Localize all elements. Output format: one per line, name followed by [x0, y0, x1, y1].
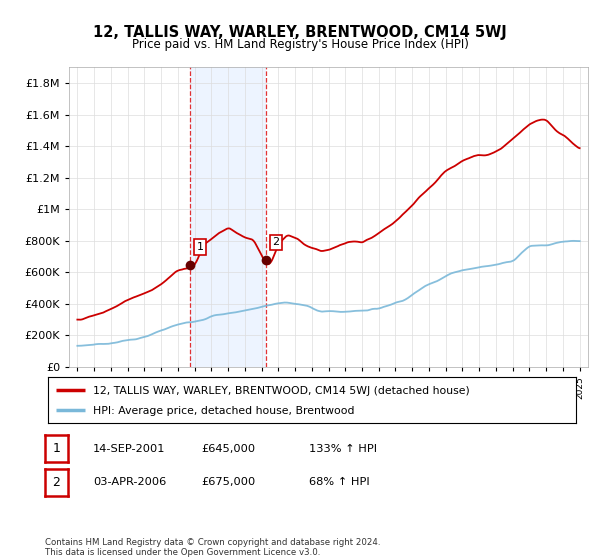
Text: £675,000: £675,000 — [201, 477, 255, 487]
Text: HPI: Average price, detached house, Brentwood: HPI: Average price, detached house, Bren… — [93, 406, 355, 416]
Text: £645,000: £645,000 — [201, 444, 255, 454]
Text: Contains HM Land Registry data © Crown copyright and database right 2024.
This d: Contains HM Land Registry data © Crown c… — [45, 538, 380, 557]
Text: 12, TALLIS WAY, WARLEY, BRENTWOOD, CM14 5WJ: 12, TALLIS WAY, WARLEY, BRENTWOOD, CM14 … — [93, 25, 507, 40]
Text: 14-SEP-2001: 14-SEP-2001 — [93, 444, 166, 454]
Text: Price paid vs. HM Land Registry's House Price Index (HPI): Price paid vs. HM Land Registry's House … — [131, 38, 469, 51]
Text: 12, TALLIS WAY, WARLEY, BRENTWOOD, CM14 5WJ (detached house): 12, TALLIS WAY, WARLEY, BRENTWOOD, CM14 … — [93, 386, 470, 396]
Text: 2: 2 — [52, 475, 61, 489]
Text: 68% ↑ HPI: 68% ↑ HPI — [309, 477, 370, 487]
Text: 133% ↑ HPI: 133% ↑ HPI — [309, 444, 377, 454]
Bar — [190, 67, 266, 367]
Text: 03-APR-2006: 03-APR-2006 — [93, 477, 166, 487]
Text: 1: 1 — [52, 442, 61, 455]
Text: 1: 1 — [197, 242, 203, 252]
Text: 2: 2 — [272, 237, 280, 248]
